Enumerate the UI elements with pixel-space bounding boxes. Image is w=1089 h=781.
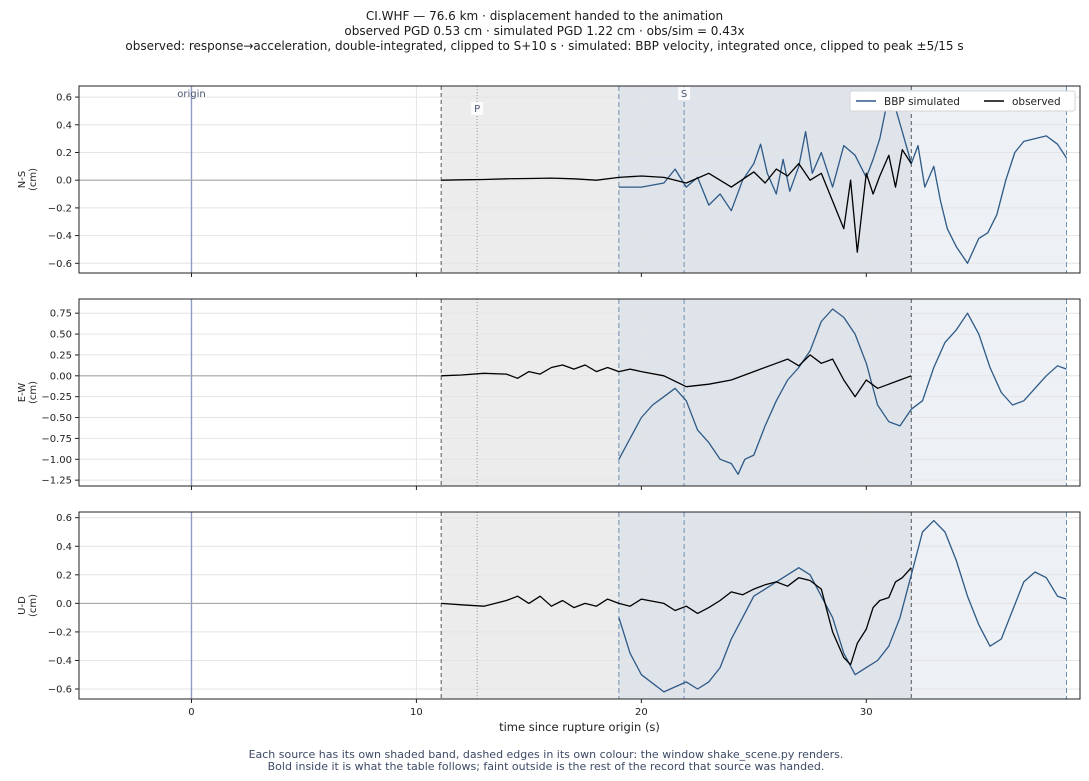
x-tick-label: 30 [860, 707, 873, 718]
legend-box [849, 90, 1076, 112]
axes-frame [78, 298, 1081, 487]
legend-entry-observed: observed [1012, 96, 1061, 108]
footer-note-line-1: Each source has its own shaded band, das… [248, 748, 844, 761]
axes-frame [78, 511, 1081, 700]
simulated-window-band [911, 512, 1067, 699]
y-tick-label: 0.2 [56, 570, 72, 581]
y-tick-label: 0.2 [56, 148, 72, 159]
legend-entry-bbp-simulated: BBP simulated [884, 96, 960, 108]
y-tick-label: 0.50 [50, 330, 72, 341]
window-overlap-band [618, 299, 912, 486]
x-tick-label: 0 [188, 707, 194, 718]
y-axis-label-line: N-S [17, 171, 28, 188]
x-tick-label: 10 [410, 707, 423, 718]
y-tick-label: 0.6 [56, 513, 72, 524]
y-tick-label: −0.4 [48, 656, 72, 667]
y-axis-label-line: E-W [17, 383, 28, 403]
y-tick-label: −1.00 [41, 455, 72, 466]
observed-window-band [441, 299, 619, 486]
marker-label-bg [471, 102, 484, 115]
y-tick-label: −1.25 [41, 476, 72, 487]
axes-frame [78, 85, 1081, 274]
panel-1: origin P S BBP simulated observed 0.6 0.4 0.2 0.… [17, 85, 1081, 277]
y-tick-label: −0.50 [41, 413, 72, 424]
marker-label-bg [678, 87, 691, 100]
y-tick-label: 0.4 [56, 542, 72, 553]
simulated-trace [618, 308, 1067, 475]
simulated-window-band [911, 299, 1067, 486]
simulated-window-band [911, 86, 1067, 273]
x-axis-label: time since rupture origin (s) [499, 720, 660, 734]
observed-trace [441, 567, 912, 666]
y-axis-label-line: U-D [17, 596, 28, 615]
y-tick-label: 0.75 [50, 309, 72, 320]
chart-title-line-1: CI.WHF — 76.6 km · displacement handed t… [365, 9, 724, 23]
y-tick-label: −0.2 [48, 627, 72, 638]
panel-2: 0.75 0.50 0.25 0.00 −0.25 −0.50 −0.75 −1.00 −1.2… [17, 298, 1081, 490]
y-tick-label: 0.25 [50, 350, 72, 361]
y-axis-label-line: (cm) [28, 594, 39, 617]
footer-note-line-2: Bold inside it is what the table follows… [267, 760, 825, 773]
y-tick-label: 0.0 [56, 599, 72, 610]
panel-3: 0.6 0.4 0.2 0.0 −0.2 −0.4 −0.6 U-D(cm) 0 10 20 30 ti… [17, 511, 1081, 734]
observed-trace [441, 149, 912, 253]
y-tick-label: −0.25 [41, 392, 72, 403]
y-tick-label: −0.75 [41, 434, 72, 445]
y-axis-label-line: (cm) [28, 168, 39, 191]
y-tick-label: 0.0 [56, 176, 72, 187]
y-axis-label: U-D(cm) [17, 594, 39, 617]
y-tick-label: −0.6 [48, 259, 72, 270]
y-axis-label: N-S(cm) [17, 168, 39, 191]
y-axis-label: E-W(cm) [17, 381, 39, 404]
y-tick-label: 0.6 [56, 93, 72, 104]
y-tick-label: 0.00 [50, 371, 72, 382]
window-overlap-band [618, 512, 912, 699]
simulated-trace [618, 519, 1067, 693]
chart-title-line-3: observed: response→acceleration, double-… [125, 39, 964, 53]
x-tick-label: 20 [635, 707, 648, 718]
window-overlap-band [618, 86, 912, 273]
marker-label-s: S [681, 89, 687, 100]
y-axis-label-line: (cm) [28, 381, 39, 404]
y-tick-label: −0.6 [48, 685, 72, 696]
observed-trace [441, 354, 912, 398]
y-tick-label: −0.4 [48, 231, 72, 242]
y-tick-label: −0.2 [48, 203, 72, 214]
marker-label-p: P [474, 104, 480, 115]
marker-label-origin: origin [177, 89, 205, 100]
y-tick-label: 0.4 [56, 120, 72, 131]
chart-title-line-2: observed PGD 0.53 cm · simulated PGD 1.2… [344, 24, 745, 38]
